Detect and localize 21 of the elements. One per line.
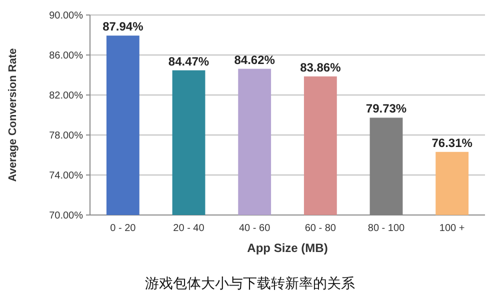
data-label: 83.86% [300, 60, 342, 74]
y-tick-label: 70.00% [49, 210, 84, 222]
x-tick-label: 60 - 80 [304, 223, 336, 234]
y-tick-label: 90.00% [49, 10, 84, 22]
data-label: 84.62% [234, 52, 276, 67]
x-tick-label: 80 - 100 [368, 223, 406, 234]
y-axis-title: Average Conversion Rate [7, 48, 19, 182]
data-label: 76.31% [432, 136, 473, 150]
x-tick-label: 100 + [439, 223, 465, 234]
x-tick-label: 40 - 60 [239, 223, 271, 234]
data-label: 79.73% [366, 102, 407, 116]
text: 游戏包体大小与下载转新率的关系 [145, 275, 355, 291]
y-tick-label: 86.00% [49, 50, 84, 62]
data-label: 84.47% [168, 54, 210, 68]
x-tick-label: 0 - 20 [110, 223, 136, 234]
x-axis-title: App Size (MB) [247, 241, 328, 255]
y-tick-label: 74.00% [49, 170, 84, 182]
y-tick-label: 78.00% [49, 130, 84, 142]
x-tick-label: 20 - 40 [173, 223, 205, 234]
y-tick-label: 82.00% [49, 90, 84, 102]
data-label: 87.94% [102, 20, 144, 34]
